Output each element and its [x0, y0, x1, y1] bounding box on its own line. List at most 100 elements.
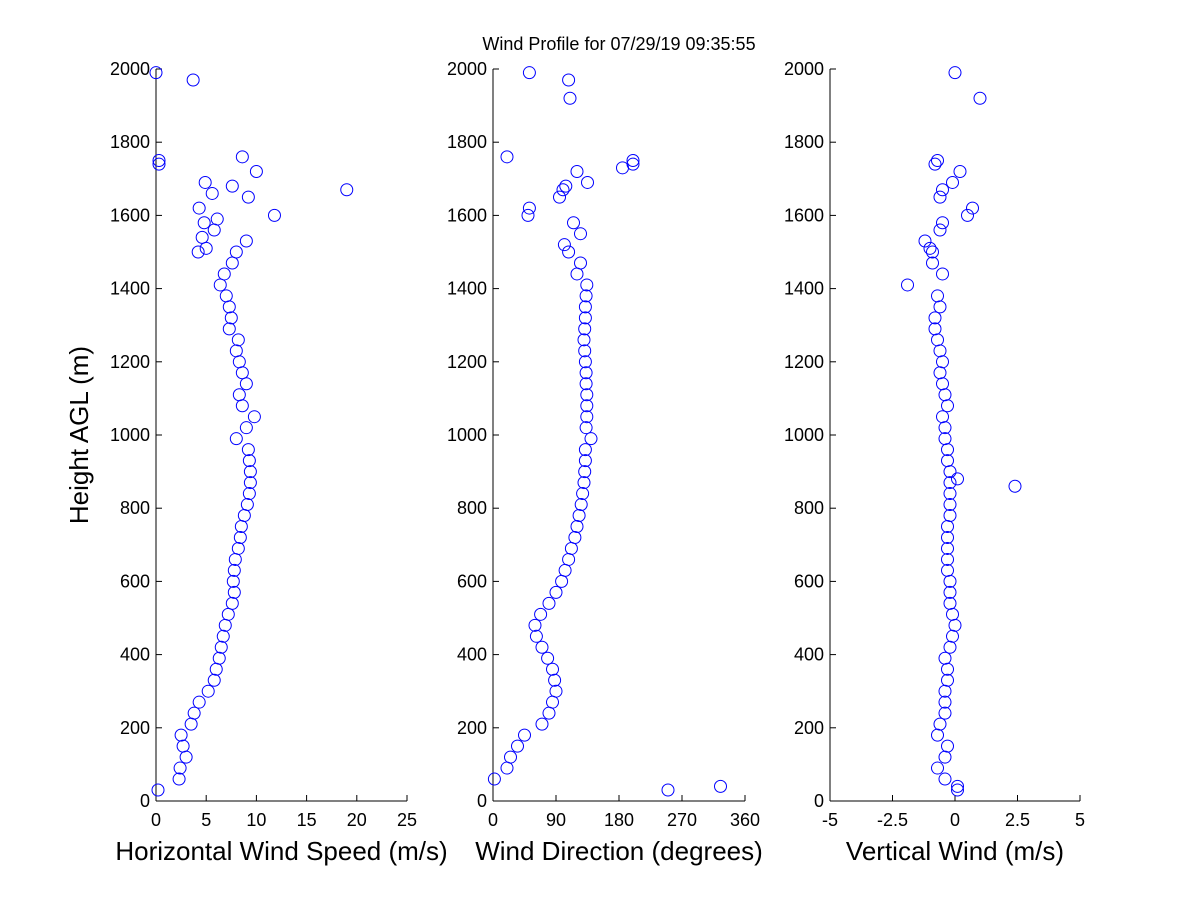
data-point — [172, 772, 186, 786]
data-point — [218, 618, 232, 632]
data-point — [522, 201, 536, 215]
data-point — [943, 498, 957, 512]
data-point — [933, 223, 947, 237]
data-point — [226, 574, 240, 588]
data-point — [242, 487, 256, 501]
data-point — [549, 585, 563, 599]
y-tick-label: 600 — [120, 571, 150, 591]
data-point — [941, 443, 954, 457]
data-point — [553, 190, 566, 204]
data-point — [928, 322, 942, 336]
data-point — [574, 227, 587, 241]
y-tick-label: 800 — [120, 498, 150, 518]
data-point — [941, 454, 954, 468]
data-point — [574, 256, 587, 270]
data-point — [584, 432, 598, 446]
x-tick-label: 5 — [1075, 810, 1085, 830]
data-point — [240, 498, 254, 512]
data-point — [529, 629, 543, 643]
x-tick-label: 90 — [546, 810, 566, 830]
y-tick-label: 1000 — [784, 425, 824, 445]
data-point — [549, 684, 563, 698]
data-point — [946, 629, 959, 643]
y-tick-label: 200 — [457, 718, 487, 738]
x-axis-label: Vertical Wind (m/s) — [846, 836, 1064, 866]
data-point — [941, 399, 954, 413]
y-tick-label: 1000 — [447, 425, 487, 445]
data-point — [943, 640, 957, 654]
data-point — [933, 366, 947, 380]
data-point — [237, 509, 251, 523]
data-point — [209, 662, 223, 676]
data-point — [579, 377, 593, 391]
data-point — [570, 520, 584, 533]
y-tick-label: 1600 — [110, 205, 150, 225]
data-point — [943, 596, 957, 610]
data-point — [219, 289, 233, 303]
data-point — [173, 761, 187, 775]
y-tick-label: 1200 — [447, 352, 487, 372]
data-point — [936, 377, 949, 391]
data-point — [216, 629, 230, 643]
data-point — [568, 530, 582, 544]
data-point — [572, 509, 586, 523]
data-point — [231, 541, 245, 555]
data-point — [241, 443, 255, 457]
data-point — [938, 432, 952, 446]
data-point — [938, 421, 952, 435]
data-point — [546, 695, 559, 709]
y-tick-label: 1200 — [784, 352, 824, 372]
data-point — [340, 183, 354, 197]
data-point — [901, 278, 914, 292]
data-point — [580, 388, 594, 402]
data-point — [227, 563, 241, 577]
data-point — [577, 476, 591, 490]
data-point — [239, 421, 253, 435]
y-tick-label: 1600 — [447, 205, 487, 225]
data-point — [578, 454, 592, 468]
data-point — [578, 344, 592, 358]
data-point — [562, 73, 576, 87]
data-point — [191, 245, 205, 259]
data-point — [233, 530, 247, 544]
data-point — [176, 739, 190, 753]
y-tick-label: 0 — [814, 791, 824, 811]
data-point — [267, 208, 281, 222]
data-point — [626, 154, 640, 167]
data-point — [931, 333, 944, 347]
data-point — [225, 596, 239, 610]
data-point — [152, 154, 166, 167]
data-point — [201, 684, 215, 698]
data-point — [232, 388, 246, 402]
data-point — [217, 267, 231, 281]
data-point — [174, 728, 188, 742]
y-tick-label: 600 — [794, 571, 824, 591]
data-point — [152, 157, 166, 171]
data-point — [542, 596, 556, 610]
y-axis-label: Height AGL (m) — [64, 346, 94, 524]
data-point — [235, 366, 249, 380]
data-point — [225, 256, 239, 270]
data-point — [500, 761, 514, 775]
y-tick-label: 400 — [457, 645, 487, 665]
data-point — [521, 208, 535, 222]
data-point — [570, 164, 584, 178]
data-point — [179, 750, 193, 764]
data-point — [222, 322, 236, 336]
data-point — [511, 739, 524, 753]
data-point — [577, 333, 591, 347]
data-point — [227, 585, 241, 599]
data-point — [941, 739, 954, 753]
y-tick-label: 1400 — [110, 279, 150, 299]
data-point — [578, 300, 592, 314]
data-point — [938, 651, 952, 665]
data-point — [205, 186, 219, 200]
data-point — [941, 662, 954, 676]
data-point — [228, 552, 242, 566]
data-point — [192, 695, 206, 709]
data-point — [500, 150, 514, 164]
data-point — [229, 432, 243, 446]
y-tick-label: 2000 — [784, 59, 824, 79]
data-point — [556, 183, 570, 197]
data-point — [923, 241, 937, 255]
